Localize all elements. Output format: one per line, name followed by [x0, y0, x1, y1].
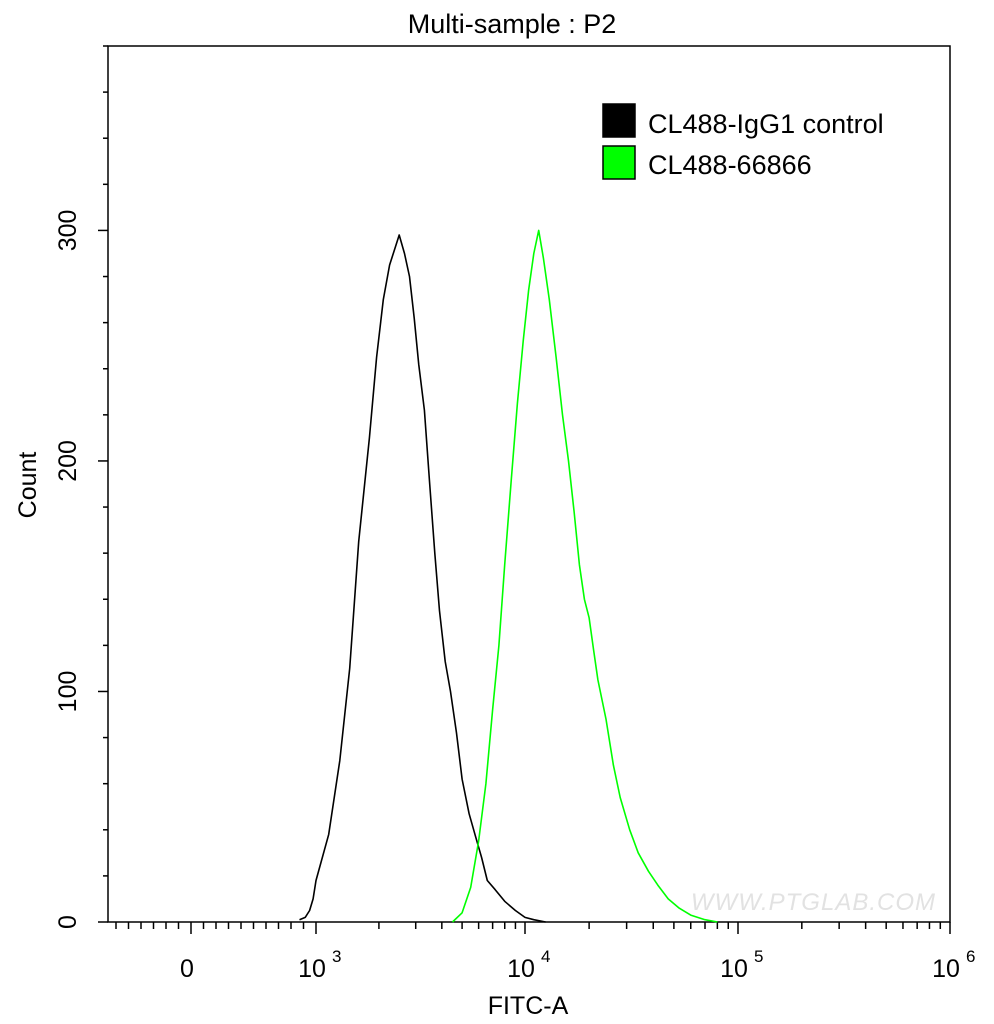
watermark: WWW.PTGLAB.COM	[691, 889, 936, 916]
y-tick-label: 100	[54, 671, 82, 713]
x-axis-tick-labels: 0 10 3 10 4 10 5 10 6	[180, 947, 975, 983]
x-tick-label-exponent: 5	[754, 947, 763, 966]
y-axis-ticks	[98, 45, 108, 923]
x-axis-ticks	[115, 922, 951, 934]
legend-label-control: CL488-IgG1 control	[648, 109, 884, 139]
x-tick-label: 10	[507, 955, 535, 983]
legend-label-66866: CL488-66866	[648, 150, 812, 180]
y-axis-tick-labels: 0 100 200 300	[54, 210, 82, 929]
legend-swatch-66866	[602, 145, 636, 180]
x-tick-label-exponent: 4	[541, 947, 550, 966]
x-tick-label-exponent: 6	[966, 947, 975, 966]
x-tick-label: 10	[298, 955, 326, 983]
x-tick-label-exponent: 3	[332, 947, 341, 966]
series-layer	[299, 229, 718, 923]
x-axis-label: FITC-A	[488, 992, 569, 1020]
y-tick-label: 200	[54, 440, 82, 482]
chart-title: Multi-sample : P2	[408, 9, 617, 39]
plot-frame	[107, 45, 951, 923]
legend: CL488-IgG1 control CL488-66866	[602, 103, 884, 180]
legend-swatch-control	[602, 103, 636, 138]
x-tick-label: 10	[932, 955, 960, 983]
series-line-1	[451, 229, 718, 923]
y-tick-label: 300	[54, 210, 82, 252]
y-axis-label: Count	[14, 452, 42, 519]
series-line-0	[299, 234, 546, 923]
x-tick-label: 10	[720, 955, 748, 983]
x-tick-label: 0	[180, 955, 194, 983]
y-tick-label: 0	[54, 915, 82, 929]
